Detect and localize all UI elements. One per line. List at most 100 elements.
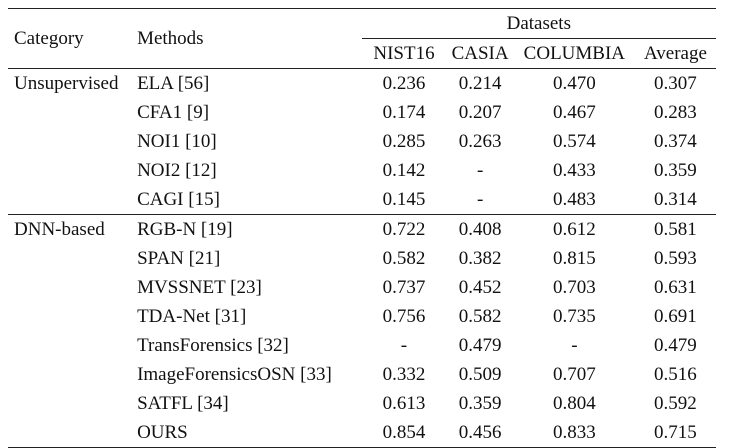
category-cell [8, 127, 137, 156]
table-row: DNN-based RGB-N [19] 0.722 0.408 0.612 0.581 [8, 214, 716, 244]
value-cell-average: 0.592 [654, 393, 697, 414]
value-cell-nist16: 0.854 [361, 418, 447, 448]
method-cell: NOI2 [12] [137, 160, 217, 181]
value-cell-casia: 0.509 [458, 364, 502, 385]
table-row: TDA-Net [31] 0.756 0.582 0.735 0.691 [8, 302, 716, 331]
value-cell-casia: - [476, 160, 484, 181]
value-cell-casia: 0.359 [458, 393, 502, 414]
value-cell-nist16: 0.174 [382, 102, 426, 123]
table-body: Unsupervised ELA [56] 0.236 0.214 0.470 0.307… [8, 68, 716, 448]
value-cell-average: 0.479 [654, 335, 697, 356]
value-cell-nist16: 0.145 [382, 189, 426, 210]
header-column-casia: CASIA [451, 43, 509, 64]
value-cell-columbia: 0.833 [513, 418, 635, 448]
value-cell-average: 0.581 [634, 214, 716, 244]
table-row: MVSSNET [23] 0.737 0.452 0.703 0.631 [8, 273, 716, 302]
value-cell-columbia: 0.735 [552, 306, 596, 327]
value-cell-average: 0.374 [654, 131, 697, 152]
header-column-columbia: COLUMBIA [523, 43, 626, 64]
value-cell-average: 0.283 [654, 102, 697, 123]
value-cell-casia: 0.214 [446, 68, 514, 98]
value-cell-columbia: 0.574 [552, 131, 596, 152]
table-row: SATFL [34] 0.613 0.359 0.804 0.592 [8, 389, 716, 418]
value-cell-columbia: - [571, 335, 578, 356]
table-row: CFA1 [9] 0.174 0.207 0.467 0.283 [8, 98, 716, 127]
value-cell-nist16: 0.756 [382, 306, 426, 327]
header-row-columns: NIST16 CASIA COLUMBIA Average [8, 39, 716, 69]
value-cell-average: 0.314 [654, 189, 697, 210]
value-cell-nist16: 0.236 [361, 68, 447, 98]
header-column-average: Average [643, 43, 707, 64]
value-cell-columbia: 0.467 [552, 102, 596, 123]
value-cell-columbia: 0.707 [552, 364, 596, 385]
value-cell-nist16: 0.613 [382, 393, 426, 414]
table-row: TransForensics [32] - 0.479 - 0.479 [8, 331, 716, 360]
method-cell: OURS [137, 418, 362, 448]
header-methods: Methods [137, 8, 362, 69]
table-row: NOI1 [10] 0.285 0.263 0.574 0.374 [8, 127, 716, 156]
value-cell-columbia: 0.470 [513, 68, 635, 98]
table-row: SPAN [21] 0.582 0.382 0.815 0.593 [8, 244, 716, 273]
value-cell-average: 0.359 [654, 160, 697, 181]
value-cell-nist16: - [400, 335, 408, 356]
value-cell-casia: 0.408 [446, 214, 514, 244]
category-cell [8, 418, 138, 448]
method-cell: TransForensics [32] [137, 335, 289, 356]
header-row-datasets: Category Methods Datasets [8, 8, 716, 69]
method-cell: CFA1 [9] [137, 102, 210, 123]
category-cell [8, 302, 137, 331]
method-cell: MVSSNET [23] [137, 277, 262, 298]
category-cell [8, 156, 137, 185]
value-cell-columbia: 0.815 [552, 248, 596, 269]
value-cell-columbia: 0.483 [552, 189, 596, 210]
results-table: Category Methods Datasets NIST16 CASIA C… [8, 8, 716, 448]
method-cell: NOI1 [10] [137, 131, 217, 152]
category-cell [8, 244, 137, 273]
method-cell: RGB-N [19] [137, 214, 362, 244]
value-cell-columbia: 0.612 [513, 214, 635, 244]
value-cell-casia: 0.456 [446, 418, 514, 448]
table-row: NOI2 [12] 0.142 - 0.433 0.359 [8, 156, 716, 185]
value-cell-casia: 0.382 [458, 248, 502, 269]
value-cell-casia: 0.263 [458, 131, 502, 152]
category-cell [8, 98, 137, 127]
table-row: OURS 0.854 0.456 0.833 0.715 [8, 418, 716, 448]
value-cell-nist16: 0.737 [382, 277, 426, 298]
header-category: Category [8, 8, 138, 69]
table-row: Unsupervised ELA [56] 0.236 0.214 0.470 0.307 [8, 68, 716, 98]
method-cell: SPAN [21] [137, 248, 221, 269]
table-row: ImageForensicsOSN [33] 0.332 0.509 0.707 0.5… [8, 360, 716, 389]
value-cell-columbia: 0.804 [552, 393, 596, 414]
table-row: CAGI [15] 0.145 - 0.483 0.314 [8, 185, 716, 215]
value-cell-nist16: 0.582 [382, 248, 426, 269]
value-cell-casia: 0.207 [458, 102, 502, 123]
method-cell: ELA [56] [137, 68, 362, 98]
value-cell-columbia: 0.433 [552, 160, 596, 181]
value-cell-casia: 0.582 [458, 306, 502, 327]
value-cell-casia: 0.479 [458, 335, 502, 356]
method-cell: SATFL [34] [137, 393, 229, 414]
value-cell-average: 0.593 [654, 248, 697, 269]
category-cell [8, 389, 137, 418]
value-cell-columbia: 0.703 [552, 277, 596, 298]
header-column-nist16: NIST16 [373, 43, 435, 64]
method-cell: TDA-Net [31] [137, 306, 247, 327]
category-cell: DNN-based [8, 214, 138, 244]
value-cell-nist16: 0.332 [382, 364, 426, 385]
value-cell-nist16: 0.142 [382, 160, 426, 181]
value-cell-casia: 0.452 [458, 277, 502, 298]
value-cell-nist16: 0.722 [361, 214, 447, 244]
value-cell-casia: - [476, 189, 484, 210]
value-cell-average: 0.631 [654, 277, 697, 298]
value-cell-average: 0.307 [634, 68, 716, 98]
header-datasets: Datasets [361, 8, 716, 39]
value-cell-average: 0.516 [654, 364, 697, 385]
value-cell-nist16: 0.285 [382, 131, 426, 152]
value-cell-average: 0.691 [654, 306, 697, 327]
method-cell: CAGI [15] [137, 189, 220, 210]
value-cell-average: 0.715 [634, 418, 716, 448]
category-cell [8, 360, 137, 389]
method-cell: ImageForensicsOSN [33] [137, 364, 332, 385]
category-cell: Unsupervised [8, 68, 138, 98]
